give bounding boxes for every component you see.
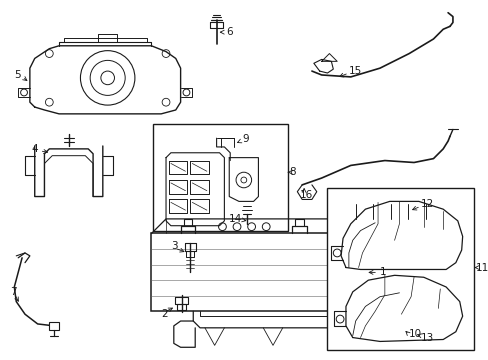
- Text: 13: 13: [420, 333, 433, 343]
- Text: 1: 1: [379, 267, 386, 278]
- Bar: [151, 234, 365, 311]
- Text: 15: 15: [348, 66, 362, 76]
- Bar: [49, 322, 59, 330]
- Text: 8: 8: [289, 167, 296, 177]
- Text: 16: 16: [300, 190, 313, 199]
- Text: 10: 10: [408, 329, 422, 339]
- Text: 12: 12: [420, 199, 433, 209]
- Text: 7: 7: [10, 287, 17, 297]
- Text: 14: 14: [229, 214, 242, 224]
- Bar: [153, 123, 287, 230]
- Text: 9: 9: [242, 134, 248, 144]
- Text: 5: 5: [14, 70, 21, 80]
- Text: 2: 2: [161, 309, 167, 319]
- Text: 3: 3: [170, 241, 177, 251]
- Text: 4: 4: [32, 144, 39, 154]
- Text: 11: 11: [475, 262, 488, 273]
- Text: 6: 6: [226, 27, 232, 37]
- Bar: [326, 188, 473, 350]
